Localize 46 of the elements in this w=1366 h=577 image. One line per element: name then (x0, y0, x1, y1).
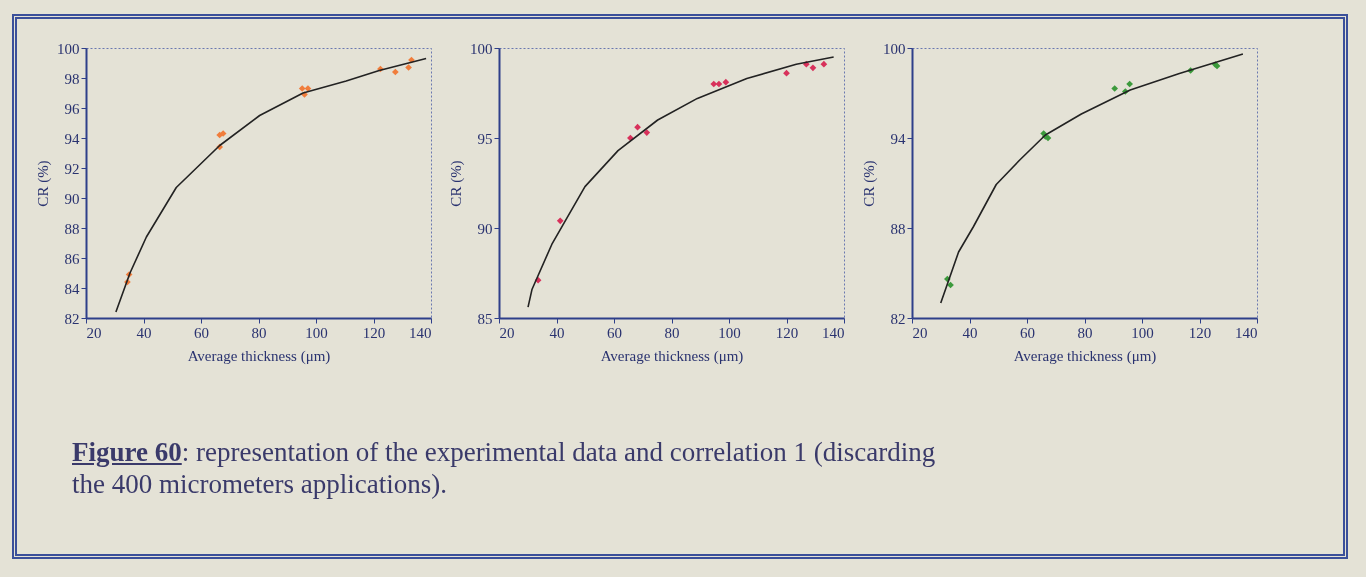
y-axis-title: CR (%) (448, 160, 465, 207)
caption: Figure 60: representation of the experimental data and correlation 1 (discarding the 400 micrometers applications). (72, 436, 937, 500)
y-tick-label: 98 (64, 70, 80, 87)
y-tick-label: 92 (64, 160, 80, 177)
x-tick-label: 40 (549, 324, 565, 341)
y-tick-label: 94 (64, 130, 80, 147)
y-axis-title: CR (%) (861, 160, 878, 207)
x-axis-title: Average thickness (μm) (600, 347, 744, 365)
y-tick-label: 90 (477, 220, 493, 237)
x-axis-title: Average thickness (μm) (187, 347, 331, 365)
y-tick-label: 82 (890, 310, 906, 327)
x-tick-label: 40 (962, 324, 978, 341)
x-tick-label: 60 (194, 324, 209, 341)
x-tick-label: 100 (305, 324, 328, 341)
y-tick-label: 100 (470, 40, 493, 57)
x-tick-label: 140 (1235, 324, 1258, 341)
x-tick-label: 120 (775, 324, 799, 341)
x-tick-label: 20 (912, 324, 928, 341)
x-tick-label: 120 (1188, 324, 1212, 341)
x-axis-title: Average thickness (μm) (1013, 347, 1157, 365)
y-tick-label: 100 (57, 40, 80, 57)
y-tick-label: 84 (64, 280, 80, 297)
x-tick-label: 140 (409, 324, 432, 341)
x-tick-label: 80 (664, 324, 680, 341)
y-tick-label: 88 (64, 220, 80, 237)
x-tick-label: 60 (1020, 324, 1035, 341)
x-tick-label: 100 (1131, 324, 1154, 341)
x-tick-label: 120 (362, 324, 386, 341)
y-tick-label: 82 (64, 310, 80, 327)
x-tick-label: 140 (822, 324, 845, 341)
x-tick-label: 20 (86, 324, 102, 341)
x-tick-label: 40 (136, 324, 152, 341)
y-tick-label: 86 (64, 250, 80, 267)
x-tick-label: 80 (1077, 324, 1093, 341)
y-tick-label: 85 (477, 310, 493, 327)
y-axis-title: CR (%) (35, 160, 52, 207)
x-tick-label: 60 (607, 324, 622, 341)
y-tick-label: 96 (64, 100, 80, 117)
x-tick-label: 20 (499, 324, 515, 341)
x-tick-label: 80 (251, 324, 267, 341)
x-tick-label: 100 (718, 324, 741, 341)
y-tick-label: 100 (883, 40, 906, 57)
y-tick-label: 95 (477, 130, 493, 147)
y-tick-label: 88 (890, 220, 906, 237)
y-tick-label: 94 (890, 130, 906, 147)
y-tick-label: 90 (64, 190, 80, 207)
